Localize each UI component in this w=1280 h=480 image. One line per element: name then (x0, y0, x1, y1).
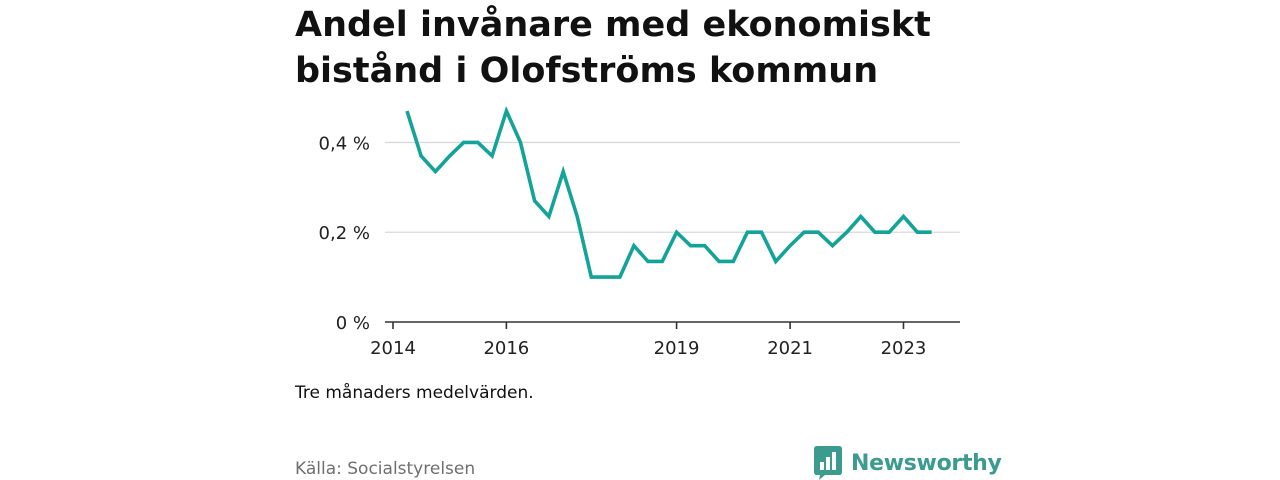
chart-title: Andel invånare med ekonomiskt bistånd i … (295, 5, 931, 91)
y-tick-label: 0,4 % (319, 133, 370, 154)
series-layer (405, 105, 932, 279)
newsworthy-logo-icon (814, 446, 842, 480)
brand-name: Newsworthy (851, 450, 1002, 476)
x-axis-labels: 2014 2016 2019 2021 2023 (370, 338, 926, 359)
chart-caption: Tre månaders medelvärden. (295, 383, 534, 403)
grid-lines (385, 141, 960, 233)
brand-logo: Newsworthy (814, 446, 1002, 480)
series-line (405, 105, 932, 279)
x-tick-label: 2023 (881, 338, 927, 359)
x-tick-label: 2016 (483, 338, 529, 359)
y-tick-label: 0 % (336, 313, 370, 334)
source-note: Källa: Socialstyrelsen (295, 459, 476, 479)
x-tick-label: 2019 (654, 338, 700, 359)
y-tick-label: 0,2 % (319, 223, 370, 244)
x-axis (385, 321, 960, 329)
x-tick-label: 2014 (370, 338, 416, 359)
line-chart: 0 % 0,2 % 0,4 % 2014 2016 2019 2021 2023 (319, 105, 960, 359)
x-tick-label: 2021 (767, 338, 813, 359)
y-axis-labels: 0 % 0,2 % 0,4 % (319, 133, 370, 334)
